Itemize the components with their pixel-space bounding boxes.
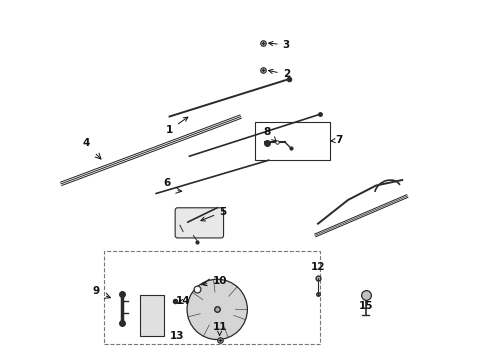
Text: 9: 9 [92, 285, 99, 296]
FancyBboxPatch shape [175, 208, 223, 238]
Text: 3: 3 [269, 40, 290, 50]
Text: 7: 7 [331, 135, 343, 145]
Text: 2: 2 [269, 69, 290, 80]
Text: 5: 5 [201, 207, 226, 221]
Bar [254, 122, 330, 160]
Text: 4: 4 [82, 138, 90, 148]
Text: 8: 8 [264, 127, 276, 141]
Bar [140, 295, 164, 336]
Bar [104, 251, 319, 344]
Text: 13: 13 [170, 331, 185, 341]
Text: 6: 6 [164, 177, 171, 188]
Text: 11: 11 [212, 322, 227, 335]
Circle shape [187, 279, 247, 339]
Text: 1: 1 [166, 117, 188, 135]
Text: 14: 14 [176, 296, 191, 306]
Text: 12: 12 [311, 262, 325, 272]
Text: 15: 15 [358, 301, 373, 311]
Text: 10: 10 [203, 276, 227, 286]
